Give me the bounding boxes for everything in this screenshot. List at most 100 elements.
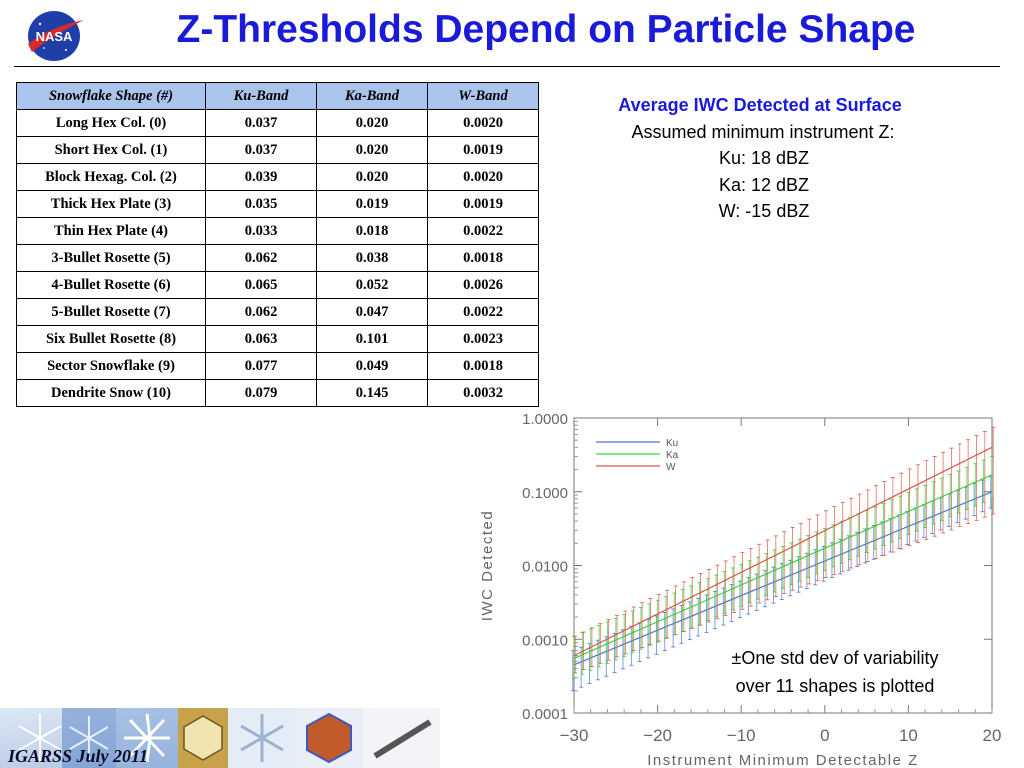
x-tick-label: −30 [560, 726, 589, 745]
table-row: Long Hex Col. (0) 0.037 0.020 0.0020 [16, 109, 539, 137]
star-crystal-icon [124, 713, 170, 763]
y-tick-label: 0.0010 [522, 632, 568, 649]
threshold-value-cell: 0.052 [316, 271, 428, 299]
table-header-row: Snowflake Shape (#) Ku-Band Ka-Band W-Ba… [16, 82, 539, 110]
threshold-value-cell: 0.033 [205, 217, 317, 245]
x-tick-label: 20 [983, 726, 1002, 745]
surface-iwc-panel: Average IWC Detected at Surface Assumed … [560, 92, 960, 225]
threshold-value-cell: 0.020 [316, 163, 428, 191]
x-tick-label: 0 [820, 726, 829, 745]
series-line [573, 474, 993, 659]
threshold-value-cell: 0.145 [316, 379, 428, 407]
note-line-2: over 11 shapes is plotted [735, 676, 935, 696]
shape-name-cell: Sector Snowflake (9) [16, 352, 206, 380]
threshold-table: Snowflake Shape (#) Ku-Band Ka-Band W-Ba… [16, 82, 539, 407]
y-axis-label: IWC Detected [479, 510, 496, 621]
threshold-value-cell: 0.079 [205, 379, 317, 407]
threshold-value-cell: 0.037 [205, 136, 317, 164]
nasa-logo: NASA [28, 11, 84, 61]
snowflake-icon [18, 714, 62, 762]
y-tick-label: 0.1000 [522, 485, 568, 502]
header-shape: Snowflake Shape (#) [16, 82, 206, 110]
legend-label: Ku [666, 438, 678, 449]
variability-note: ±One std dev of variability over 11 shap… [690, 644, 980, 700]
series-line [573, 446, 993, 657]
threshold-value-cell: 0.018 [316, 217, 428, 245]
header-ka: Ka-Band [316, 82, 428, 110]
table-row: 5-Bullet Rosette (7) 0.062 0.047 0.0022 [16, 298, 539, 326]
threshold-value-cell: 0.049 [316, 352, 428, 380]
threshold-value-cell: 0.101 [316, 325, 428, 353]
title-divider [14, 66, 1000, 67]
threshold-value-cell: 0.065 [205, 271, 317, 299]
table-row: 4-Bullet Rosette (6) 0.065 0.052 0.0026 [16, 271, 539, 299]
iwc-chart: −30 −20 −10 0 10 20 0.0001 0.0010 0.0100 0.1000 1.… [479, 411, 1002, 768]
threshold-value-cell: 0.062 [205, 244, 317, 272]
threshold-value-cell: 0.0020 [427, 163, 539, 191]
threshold-value-cell: 0.062 [205, 298, 317, 326]
y-tick-label: 1.0000 [522, 411, 568, 428]
sector-flake-icon [306, 712, 352, 764]
shape-name-cell: Short Hex Col. (1) [16, 136, 206, 164]
y-tick-label: 0.0100 [522, 559, 568, 576]
threshold-value-cell: 0.077 [205, 352, 317, 380]
threshold-value-cell: 0.0022 [427, 217, 539, 245]
threshold-value-cell: 0.047 [316, 298, 428, 326]
threshold-value-cell: 0.038 [316, 244, 428, 272]
table-row: 3-Bullet Rosette (5) 0.062 0.038 0.0018 [16, 244, 539, 272]
note-line-1: ±One std dev of variability [731, 648, 939, 668]
page-title: Z-Thresholds Depend on Particle Shape [176, 8, 916, 51]
threshold-value-cell: 0.035 [205, 190, 317, 218]
shape-name-cell: Six Bullet Rosette (8) [16, 325, 206, 353]
ku-threshold: Ku: 18 dBZ [718, 148, 810, 168]
shape-name-cell: Long Hex Col. (0) [16, 109, 206, 137]
header-ku: Ku-Band [205, 82, 317, 110]
table-row: Sector Snowflake (9) 0.077 0.049 0.0018 [16, 352, 539, 380]
threshold-value-cell: 0.020 [316, 109, 428, 137]
threshold-value-cell: 0.037 [205, 109, 317, 137]
table-row: Six Bullet Rosette (8) 0.063 0.101 0.0023 [16, 325, 539, 353]
legend-label: Ka [666, 450, 679, 461]
threshold-value-cell: 0.0023 [427, 325, 539, 353]
footer-conference: IGARSS July 2011 [8, 746, 149, 766]
panel-assumption: Assumed minimum instrument Z: [631, 121, 895, 142]
panel-heading: Average IWC Detected at Surface [618, 95, 902, 115]
x-tick-label: −20 [643, 726, 672, 745]
table-body: Long Hex Col. (0) 0.037 0.020 0.0020 Short H… [16, 109, 539, 407]
shape-name-cell: 4-Bullet Rosette (6) [16, 271, 206, 299]
header-w: W-Band [427, 82, 539, 110]
table-row: Short Hex Col. (1) 0.037 0.020 0.0019 [16, 136, 539, 164]
snowflake-image-strip [0, 708, 440, 768]
threshold-value-cell: 0.0032 [427, 379, 539, 407]
x-tick-label: 10 [899, 726, 918, 745]
shape-name-cell: Thin Hex Plate (4) [16, 217, 206, 245]
snowflake-icon [69, 716, 109, 760]
w-threshold: W: -15 dBZ [718, 201, 810, 221]
x-tick-label: −10 [727, 726, 756, 745]
threshold-value-cell: 0.019 [316, 190, 428, 218]
table-row: Block Hexag. Col. (2) 0.039 0.020 0.0020 [16, 163, 539, 191]
threshold-value-cell: 0.0018 [427, 352, 539, 380]
table-row: Dendrite Snow (10) 0.079 0.145 0.0032 [16, 379, 539, 407]
threshold-value-cell: 0.039 [205, 163, 317, 191]
threshold-value-cell: 0.0022 [427, 298, 539, 326]
dendrite-icon [240, 714, 284, 762]
table-row: Thin Hex Plate (4) 0.033 0.018 0.0022 [16, 217, 539, 245]
threshold-value-cell: 0.063 [205, 325, 317, 353]
column-crystal-icon [373, 719, 432, 759]
shape-name-cell: Block Hexag. Col. (2) [16, 163, 206, 191]
threshold-value-cell: 0.0019 [427, 136, 539, 164]
threshold-value-cell: 0.0019 [427, 190, 539, 218]
shape-name-cell: Dendrite Snow (10) [16, 379, 206, 407]
legend-label: W [666, 462, 676, 473]
threshold-value-cell: 0.0018 [427, 244, 539, 272]
shape-name-cell: 5-Bullet Rosette (7) [16, 298, 206, 326]
x-axis-label: Instrument Minimum Detectable Z [647, 752, 919, 768]
shape-name-cell: 3-Bullet Rosette (5) [16, 244, 206, 272]
logo-lettering: NASA [36, 29, 73, 44]
table-row: Thick Hex Plate (3) 0.035 0.019 0.0019 [16, 190, 539, 218]
shape-name-cell: Thick Hex Plate (3) [16, 190, 206, 218]
ka-threshold: Ka: 12 dBZ [718, 174, 810, 195]
threshold-value-cell: 0.0026 [427, 271, 539, 299]
threshold-value-cell: 0.0020 [427, 109, 539, 137]
